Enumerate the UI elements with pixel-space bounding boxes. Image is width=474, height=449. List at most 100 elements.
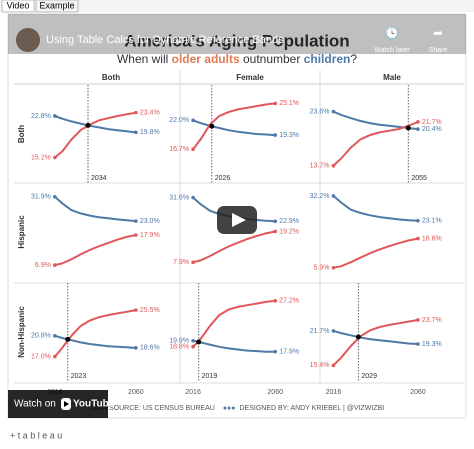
value-label: 7.9% [173, 259, 189, 266]
end-point [331, 194, 336, 198]
value-label: 23.7% [422, 317, 442, 324]
x-tick-label: 2060 [267, 389, 283, 396]
crossover-label: 2055 [411, 175, 427, 182]
share-label[interactable]: Share [429, 47, 448, 54]
series-line [54, 195, 136, 223]
footer-dots: ●●● [223, 405, 236, 412]
value-label: 25.1% [279, 100, 299, 107]
value-label: 20.4% [422, 126, 442, 133]
end-point [273, 299, 278, 303]
series-line [333, 329, 418, 345]
subtitle-part: When will [117, 52, 172, 66]
value-label: 19.3% [279, 132, 299, 139]
end-point [331, 266, 336, 270]
end-point [273, 133, 278, 137]
series-line [332, 195, 418, 222]
end-point [53, 263, 57, 267]
value-label: 27.2% [279, 298, 299, 305]
crossover-label: 2029 [361, 373, 377, 380]
series-line [332, 121, 419, 167]
series-line [192, 102, 276, 150]
end-point [273, 219, 278, 224]
crossover-point [405, 125, 411, 131]
end-point [191, 118, 195, 123]
value-label: 19.9% [169, 338, 189, 345]
series-line [54, 115, 136, 134]
x-tick-label: 2060 [410, 389, 426, 396]
column-header: Male [383, 73, 401, 82]
series-line [332, 319, 419, 367]
footer-designer: DESIGNED BY: ANDY KRIEBEL | @VIZWIZBI [240, 405, 385, 412]
value-label: 17.0% [31, 353, 51, 360]
end-point [134, 233, 138, 237]
watch-on-label[interactable]: Watch on [14, 399, 56, 410]
play-icon[interactable] [232, 213, 246, 227]
tab[interactable] [35, 0, 79, 13]
column-header: Both [102, 73, 120, 82]
value-label: 6.9% [35, 262, 51, 269]
value-label: 22.8% [31, 113, 51, 120]
youtube-label[interactable]: YouTube [73, 399, 115, 410]
share-icon[interactable]: ➦ [433, 26, 443, 40]
value-label: 20.8% [31, 333, 51, 340]
series-line [333, 237, 419, 269]
column-header: Female [236, 73, 264, 82]
end-point [53, 354, 57, 359]
crossover-point [65, 336, 71, 342]
crossover-point [85, 122, 91, 128]
tableau-logo[interactable]: + t a b l e a u [10, 430, 62, 440]
watch-later-icon[interactable]: 🕓 [385, 26, 400, 40]
value-label: 19.2% [279, 228, 299, 235]
dashboard-subtitle: When will older adults outnumber childre… [117, 52, 357, 66]
value-label: 13.7% [310, 163, 330, 170]
tab-label[interactable]: Video [7, 0, 30, 10]
value-label: 19.8% [140, 129, 160, 136]
tab-bar [0, 0, 474, 12]
crossover-point [355, 334, 361, 340]
watch-later-label[interactable]: Watch later [374, 47, 410, 54]
tab-label[interactable]: Example [39, 0, 74, 10]
end-point [416, 218, 420, 223]
value-label: 22.9% [279, 218, 299, 225]
series-line [192, 339, 276, 353]
youtube-logo-play[interactable] [64, 401, 69, 407]
value-label: 23.4% [140, 110, 160, 117]
series-line [54, 234, 137, 267]
value-label: 21.7% [422, 119, 442, 126]
end-point [53, 194, 57, 199]
value-label: 17.9% [140, 232, 160, 239]
crossover-label: 2019 [202, 373, 218, 380]
dashboard: America's Aging Population When will old… [14, 31, 464, 412]
end-point [191, 195, 195, 200]
end-point [53, 155, 57, 160]
row-header: Hispanic [17, 215, 26, 249]
video-overlay: Using Table Calcs for Dynamic Reference … [8, 14, 466, 418]
footer-source: DATA SOURCE: US CENSUS BUREAU [90, 405, 215, 412]
x-tick-label: 2016 [326, 389, 342, 396]
value-label: 22.0% [169, 117, 189, 124]
end-point [53, 334, 57, 338]
subtitle-part: children [304, 52, 351, 66]
watch-on-youtube[interactable] [8, 390, 108, 418]
end-point [134, 130, 138, 135]
value-label: 18.6% [140, 345, 160, 352]
value-label: 15.2% [31, 154, 51, 161]
end-point [191, 147, 195, 152]
crossover-point [196, 339, 202, 345]
row-header: Non-Hispanic [17, 306, 26, 358]
video-title[interactable]: Using Table Calcs for Dynamic Reference … [46, 34, 284, 46]
crossover-label: 2026 [215, 175, 231, 182]
value-label: 15.4% [310, 362, 330, 369]
end-point [416, 342, 420, 346]
footer: DATA SOURCE: US CENSUS BUREAU ●●● DESIGNED… [90, 405, 384, 412]
end-point [416, 120, 420, 124]
end-point [331, 109, 336, 114]
end-point [416, 236, 420, 241]
value-label: 25.5% [140, 307, 160, 314]
tab[interactable] [1, 0, 35, 13]
end-point [273, 349, 278, 354]
series-line [192, 230, 276, 264]
channel-avatar[interactable] [16, 28, 40, 52]
x-tick-label: 2060 [128, 389, 144, 396]
